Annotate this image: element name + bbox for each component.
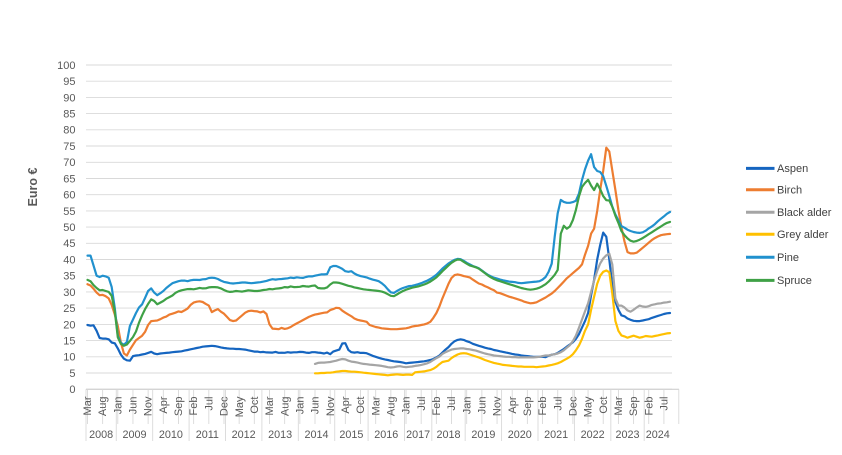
svg-text:Nov: Nov xyxy=(325,396,337,416)
svg-text:85: 85 xyxy=(63,109,75,121)
svg-text:Spruce: Spruce xyxy=(777,275,812,287)
svg-text:Sep: Sep xyxy=(522,397,534,417)
svg-text:15: 15 xyxy=(63,336,75,348)
svg-text:Sep: Sep xyxy=(628,397,640,417)
svg-text:2013: 2013 xyxy=(268,429,292,441)
svg-text:Sep: Sep xyxy=(173,397,185,417)
svg-text:Aug: Aug xyxy=(385,397,397,417)
svg-text:2024: 2024 xyxy=(646,429,670,441)
svg-text:2016: 2016 xyxy=(374,429,398,441)
svg-text:2009: 2009 xyxy=(122,429,146,441)
svg-text:2019: 2019 xyxy=(471,429,495,441)
svg-text:45: 45 xyxy=(63,238,75,250)
svg-text:Apr: Apr xyxy=(158,396,170,413)
svg-text:Jul: Jul xyxy=(203,397,215,411)
svg-text:55: 55 xyxy=(63,206,75,218)
svg-text:2008: 2008 xyxy=(89,429,113,441)
svg-text:100: 100 xyxy=(57,60,75,72)
svg-text:95: 95 xyxy=(63,76,75,88)
svg-text:2021: 2021 xyxy=(544,429,568,441)
svg-text:Nov: Nov xyxy=(492,396,504,416)
svg-text:Jan: Jan xyxy=(294,397,306,415)
svg-text:Black alder: Black alder xyxy=(777,207,832,219)
svg-text:2014: 2014 xyxy=(304,429,328,441)
svg-text:2023: 2023 xyxy=(615,429,639,441)
svg-text:Oct: Oct xyxy=(355,397,367,414)
svg-text:2010: 2010 xyxy=(159,429,183,441)
svg-text:Jul: Jul xyxy=(446,397,458,411)
svg-text:Jun: Jun xyxy=(310,397,322,415)
svg-text:Dec: Dec xyxy=(567,396,579,416)
svg-text:2015: 2015 xyxy=(339,429,363,441)
svg-text:50: 50 xyxy=(63,222,75,234)
svg-text:2011: 2011 xyxy=(196,429,219,441)
svg-text:Feb: Feb xyxy=(537,397,549,416)
svg-text:Feb: Feb xyxy=(431,397,443,416)
svg-text:90: 90 xyxy=(63,92,75,104)
svg-text:Aspen: Aspen xyxy=(777,163,808,175)
svg-text:Jan: Jan xyxy=(112,397,124,415)
svg-text:75: 75 xyxy=(63,141,75,153)
svg-text:Jul: Jul xyxy=(659,397,671,411)
svg-text:2022: 2022 xyxy=(581,429,605,441)
svg-text:Jul: Jul xyxy=(416,397,428,411)
svg-text:Grey alder: Grey alder xyxy=(777,229,829,241)
svg-text:2020: 2020 xyxy=(508,429,532,441)
svg-text:Mar: Mar xyxy=(370,396,382,415)
svg-text:Jun: Jun xyxy=(128,397,140,415)
svg-text:Jan: Jan xyxy=(461,397,473,415)
svg-text:Oct: Oct xyxy=(598,397,610,414)
svg-text:65: 65 xyxy=(63,173,75,185)
svg-text:80: 80 xyxy=(63,125,75,137)
svg-text:Apr: Apr xyxy=(340,396,352,413)
svg-text:2017: 2017 xyxy=(406,429,430,441)
svg-text:Oct: Oct xyxy=(249,397,261,414)
svg-text:20: 20 xyxy=(63,319,75,331)
svg-text:2018: 2018 xyxy=(436,429,460,441)
svg-text:35: 35 xyxy=(63,271,75,283)
svg-text:Jan: Jan xyxy=(401,397,413,415)
svg-text:0: 0 xyxy=(69,384,75,396)
svg-text:Nov: Nov xyxy=(143,396,155,416)
svg-text:Aug: Aug xyxy=(279,397,291,417)
svg-text:Mar: Mar xyxy=(613,396,625,415)
svg-text:60: 60 xyxy=(63,190,75,202)
svg-text:Mar: Mar xyxy=(82,396,94,415)
svg-text:70: 70 xyxy=(63,157,75,169)
svg-text:Euro €: Euro € xyxy=(26,168,40,207)
svg-text:Pine: Pine xyxy=(777,252,799,264)
svg-text:May: May xyxy=(583,396,595,417)
svg-text:30: 30 xyxy=(63,287,75,299)
svg-text:Dec: Dec xyxy=(219,396,231,416)
svg-text:Feb: Feb xyxy=(188,397,200,416)
svg-text:2012: 2012 xyxy=(232,429,256,441)
svg-text:Birch: Birch xyxy=(777,185,802,197)
svg-text:Aug: Aug xyxy=(97,397,109,417)
svg-text:May: May xyxy=(234,396,246,417)
svg-text:10: 10 xyxy=(63,352,75,364)
svg-text:Feb: Feb xyxy=(643,397,655,416)
svg-text:40: 40 xyxy=(63,254,75,266)
svg-text:25: 25 xyxy=(63,303,75,315)
svg-text:Jul: Jul xyxy=(552,397,564,411)
svg-text:5: 5 xyxy=(69,368,75,380)
svg-text:Apr: Apr xyxy=(507,396,519,413)
svg-text:Mar: Mar xyxy=(264,396,276,415)
svg-text:Jun: Jun xyxy=(476,397,488,415)
